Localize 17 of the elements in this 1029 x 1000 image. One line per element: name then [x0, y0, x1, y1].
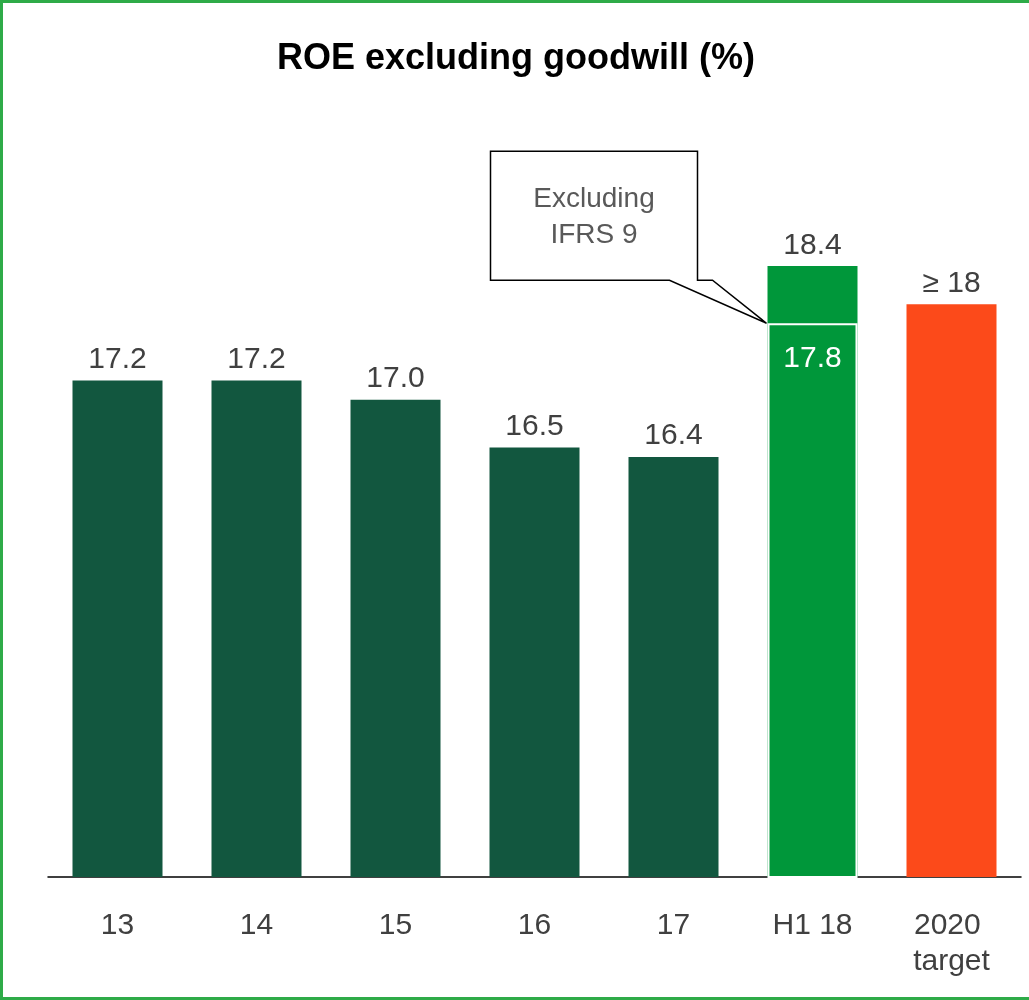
data-label: 16.4	[644, 417, 703, 451]
data-label: ≥ 18	[922, 264, 981, 298]
data-label: 17.2	[227, 341, 286, 375]
x-tick-label: 2020 target	[913, 906, 991, 976]
x-tick-label: 13	[100, 906, 135, 940]
data-label: 17.2	[88, 341, 147, 375]
x-tick-label: 15	[378, 906, 413, 940]
x-tick-label: H1 18	[772, 906, 853, 940]
data-label: 17.0	[366, 360, 425, 394]
text: Excluding IFRS 9	[532, 180, 656, 251]
x-tick-label: 17	[656, 906, 691, 940]
x-tick-label: 14	[239, 906, 274, 940]
x-tick-label: 16	[517, 906, 552, 940]
data-label: 16.5	[505, 407, 564, 441]
chart-title: ROE excluding goodwill (%)	[277, 35, 756, 77]
data-label: 17.8	[783, 339, 842, 373]
data-label: 18.4	[783, 226, 842, 260]
